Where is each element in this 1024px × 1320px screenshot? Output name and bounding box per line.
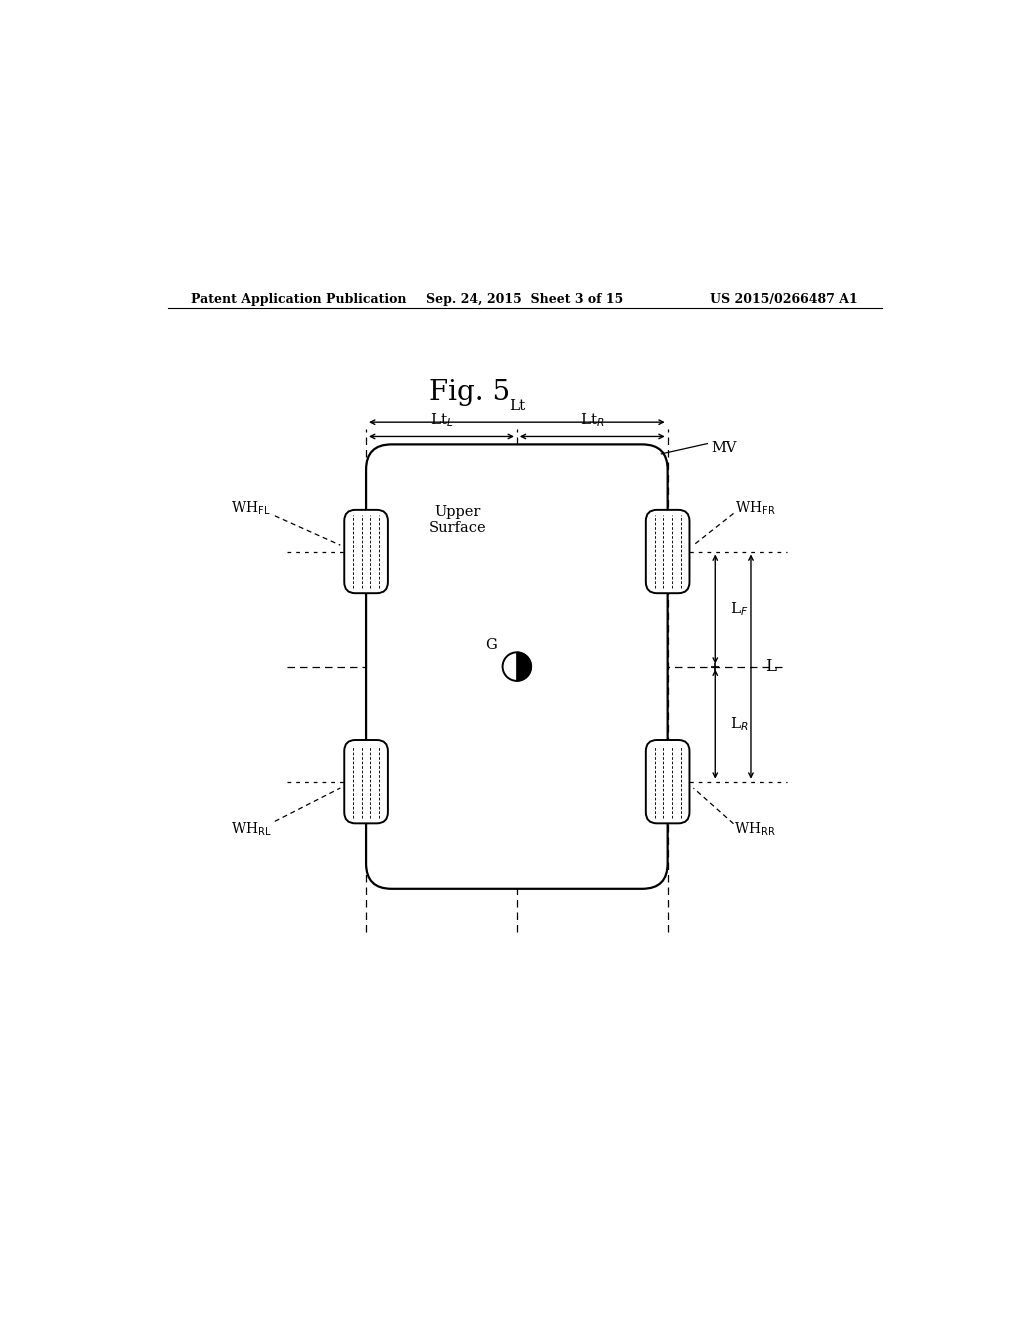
Text: G: G [485, 639, 497, 652]
Text: US 2015/0266487 A1: US 2015/0266487 A1 [711, 293, 858, 306]
FancyBboxPatch shape [367, 445, 668, 888]
FancyBboxPatch shape [646, 741, 689, 824]
Text: Upper
Surface: Upper Surface [428, 504, 486, 535]
Text: Lt: Lt [509, 399, 525, 413]
FancyBboxPatch shape [646, 510, 689, 593]
Text: Patent Application Publication: Patent Application Publication [191, 293, 407, 306]
Circle shape [503, 652, 531, 681]
Text: WH$_{\rm RL}$: WH$_{\rm RL}$ [230, 821, 271, 838]
Text: WH$_{\rm FL}$: WH$_{\rm FL}$ [231, 499, 270, 516]
Text: Sep. 24, 2015  Sheet 3 of 15: Sep. 24, 2015 Sheet 3 of 15 [426, 293, 624, 306]
Text: WH$_{\rm RR}$: WH$_{\rm RR}$ [734, 821, 776, 838]
Text: Lt$_R$: Lt$_R$ [580, 411, 604, 429]
FancyBboxPatch shape [344, 510, 388, 593]
Text: L: L [765, 659, 776, 675]
Text: Lt$_L$: Lt$_L$ [430, 411, 454, 429]
Text: MV: MV [712, 441, 737, 455]
FancyBboxPatch shape [344, 741, 388, 824]
Polygon shape [517, 652, 531, 681]
Text: L$_F$: L$_F$ [729, 601, 749, 618]
Text: Fig. 5: Fig. 5 [429, 379, 510, 407]
Text: L$_R$: L$_R$ [729, 715, 749, 733]
Text: WH$_{\rm FR}$: WH$_{\rm FR}$ [734, 499, 775, 516]
